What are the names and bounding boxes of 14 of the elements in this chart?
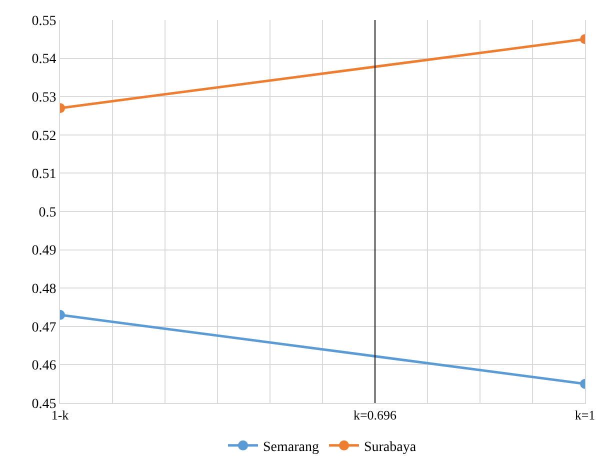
x-tick-label: k=0.696 <box>353 408 398 423</box>
y-tick-label: 0.5 <box>38 205 56 220</box>
legend-label: Surabaya <box>364 440 417 455</box>
y-tick-label: 0.55 <box>32 14 56 29</box>
y-tick-label: 0.48 <box>32 282 56 297</box>
y-tick-label: 0.46 <box>32 358 56 374</box>
y-tick-label: 0.53 <box>32 90 56 106</box>
legend-label: Semarang <box>263 440 319 455</box>
y-tick-label: 0.47 <box>32 320 56 336</box>
y-tick-label: 0.54 <box>32 52 56 68</box>
x-tick-label: k=1 <box>574 408 596 423</box>
y-tick-label: 0.49 <box>32 244 56 259</box>
y-tick-label: 0.52 <box>32 128 56 144</box>
y-tick-label: 0.51 <box>32 167 56 182</box>
